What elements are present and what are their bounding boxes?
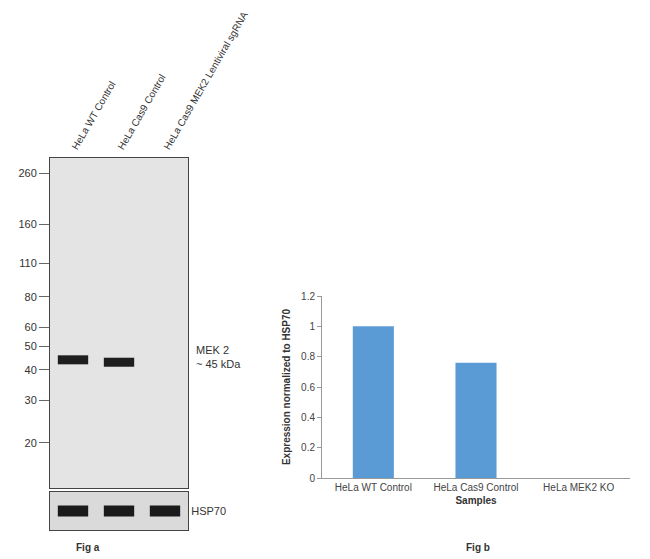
svg-text:Expression normalized to HSP70: Expression normalized to HSP70 <box>281 308 292 465</box>
svg-text:0.8: 0.8 <box>301 351 315 362</box>
svg-text:1: 1 <box>309 321 315 332</box>
svg-text:0.6: 0.6 <box>301 382 315 393</box>
svg-text:80: 80 <box>25 291 37 303</box>
svg-text:110: 110 <box>19 257 37 269</box>
svg-text:20: 20 <box>25 437 37 449</box>
svg-text:Samples: Samples <box>455 495 497 506</box>
svg-text:Fig b: Fig b <box>466 542 490 553</box>
svg-text:HeLa Cas9 MEK2 Lentiviral sgRN: HeLa Cas9 MEK2 Lentiviral sgRNA <box>162 9 250 151</box>
svg-text:HeLa Cas9 Control: HeLa Cas9 Control <box>116 72 168 151</box>
svg-text:HSP70: HSP70 <box>191 505 226 517</box>
svg-text:MEK 2~ 45 kDa: MEK 2~ 45 kDa <box>196 344 241 370</box>
svg-text:HeLa WT Control: HeLa WT Control <box>70 79 118 151</box>
svg-text:0.2: 0.2 <box>301 442 315 453</box>
svg-text:1.2: 1.2 <box>301 291 315 302</box>
svg-text:30: 30 <box>25 394 37 406</box>
svg-text:HeLa MEK2 KO: HeLa MEK2 KO <box>543 482 614 493</box>
svg-text:0: 0 <box>309 473 315 484</box>
svg-text:260: 260 <box>18 167 36 179</box>
svg-text:HeLa WT Control: HeLa WT Control <box>335 482 412 493</box>
svg-text:50: 50 <box>25 340 37 352</box>
svg-text:Fig a: Fig a <box>76 542 100 553</box>
svg-text:HeLa Cas9 Control: HeLa Cas9 Control <box>433 482 518 493</box>
svg-text:40: 40 <box>25 364 37 376</box>
svg-text:0.4: 0.4 <box>301 412 315 423</box>
svg-text:60: 60 <box>25 321 37 333</box>
svg-text:160: 160 <box>18 218 36 230</box>
